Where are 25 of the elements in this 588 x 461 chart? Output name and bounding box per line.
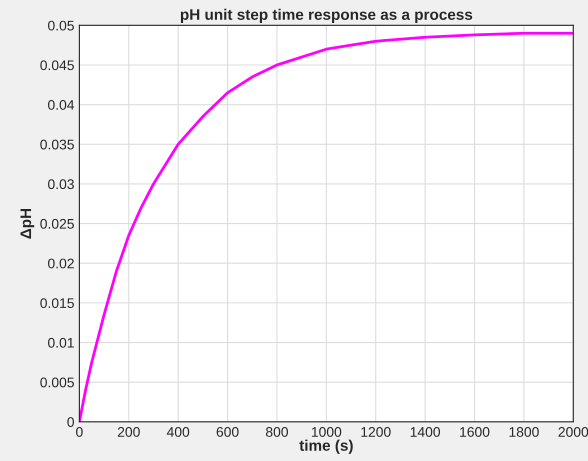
x-tick-label: 1800 xyxy=(510,427,539,437)
x-tick-label: 0 xyxy=(76,427,83,437)
y-tick-label: 0.03 xyxy=(48,179,74,190)
y-tick-label: 0.01 xyxy=(48,338,74,348)
y-tick-label: 0 xyxy=(67,417,74,427)
y-tick-label: 0.05 xyxy=(48,20,74,31)
x-tick-label: 1400 xyxy=(410,427,440,437)
y-tick-label: 0.02 xyxy=(48,258,74,268)
y-tick-label: 0.04 xyxy=(48,100,74,110)
x-tick-label: 1200 xyxy=(361,427,391,437)
x-tick-label: 400 xyxy=(166,427,190,437)
y-tick-label: 0.005 xyxy=(40,378,74,388)
x-tick-label: 200 xyxy=(118,427,140,437)
x-tick-label: 800 xyxy=(266,427,288,437)
y-tick-label: 0.025 xyxy=(40,218,74,229)
x-tick-label: 2000 xyxy=(558,427,588,437)
y-axis-title: ΔpH xyxy=(20,208,34,239)
chart-title: pH unit step time response as a process xyxy=(180,8,472,23)
x-tick-label: 1600 xyxy=(460,427,490,437)
y-tick-label: 0.015 xyxy=(40,298,74,308)
x-tick-label: 600 xyxy=(216,427,239,437)
y-tick-label: 0.045 xyxy=(40,60,74,70)
x-axis-title: time (s) xyxy=(299,440,353,454)
x-tick-label: 1000 xyxy=(312,427,342,437)
y-tick-label: 0.035 xyxy=(40,140,74,150)
